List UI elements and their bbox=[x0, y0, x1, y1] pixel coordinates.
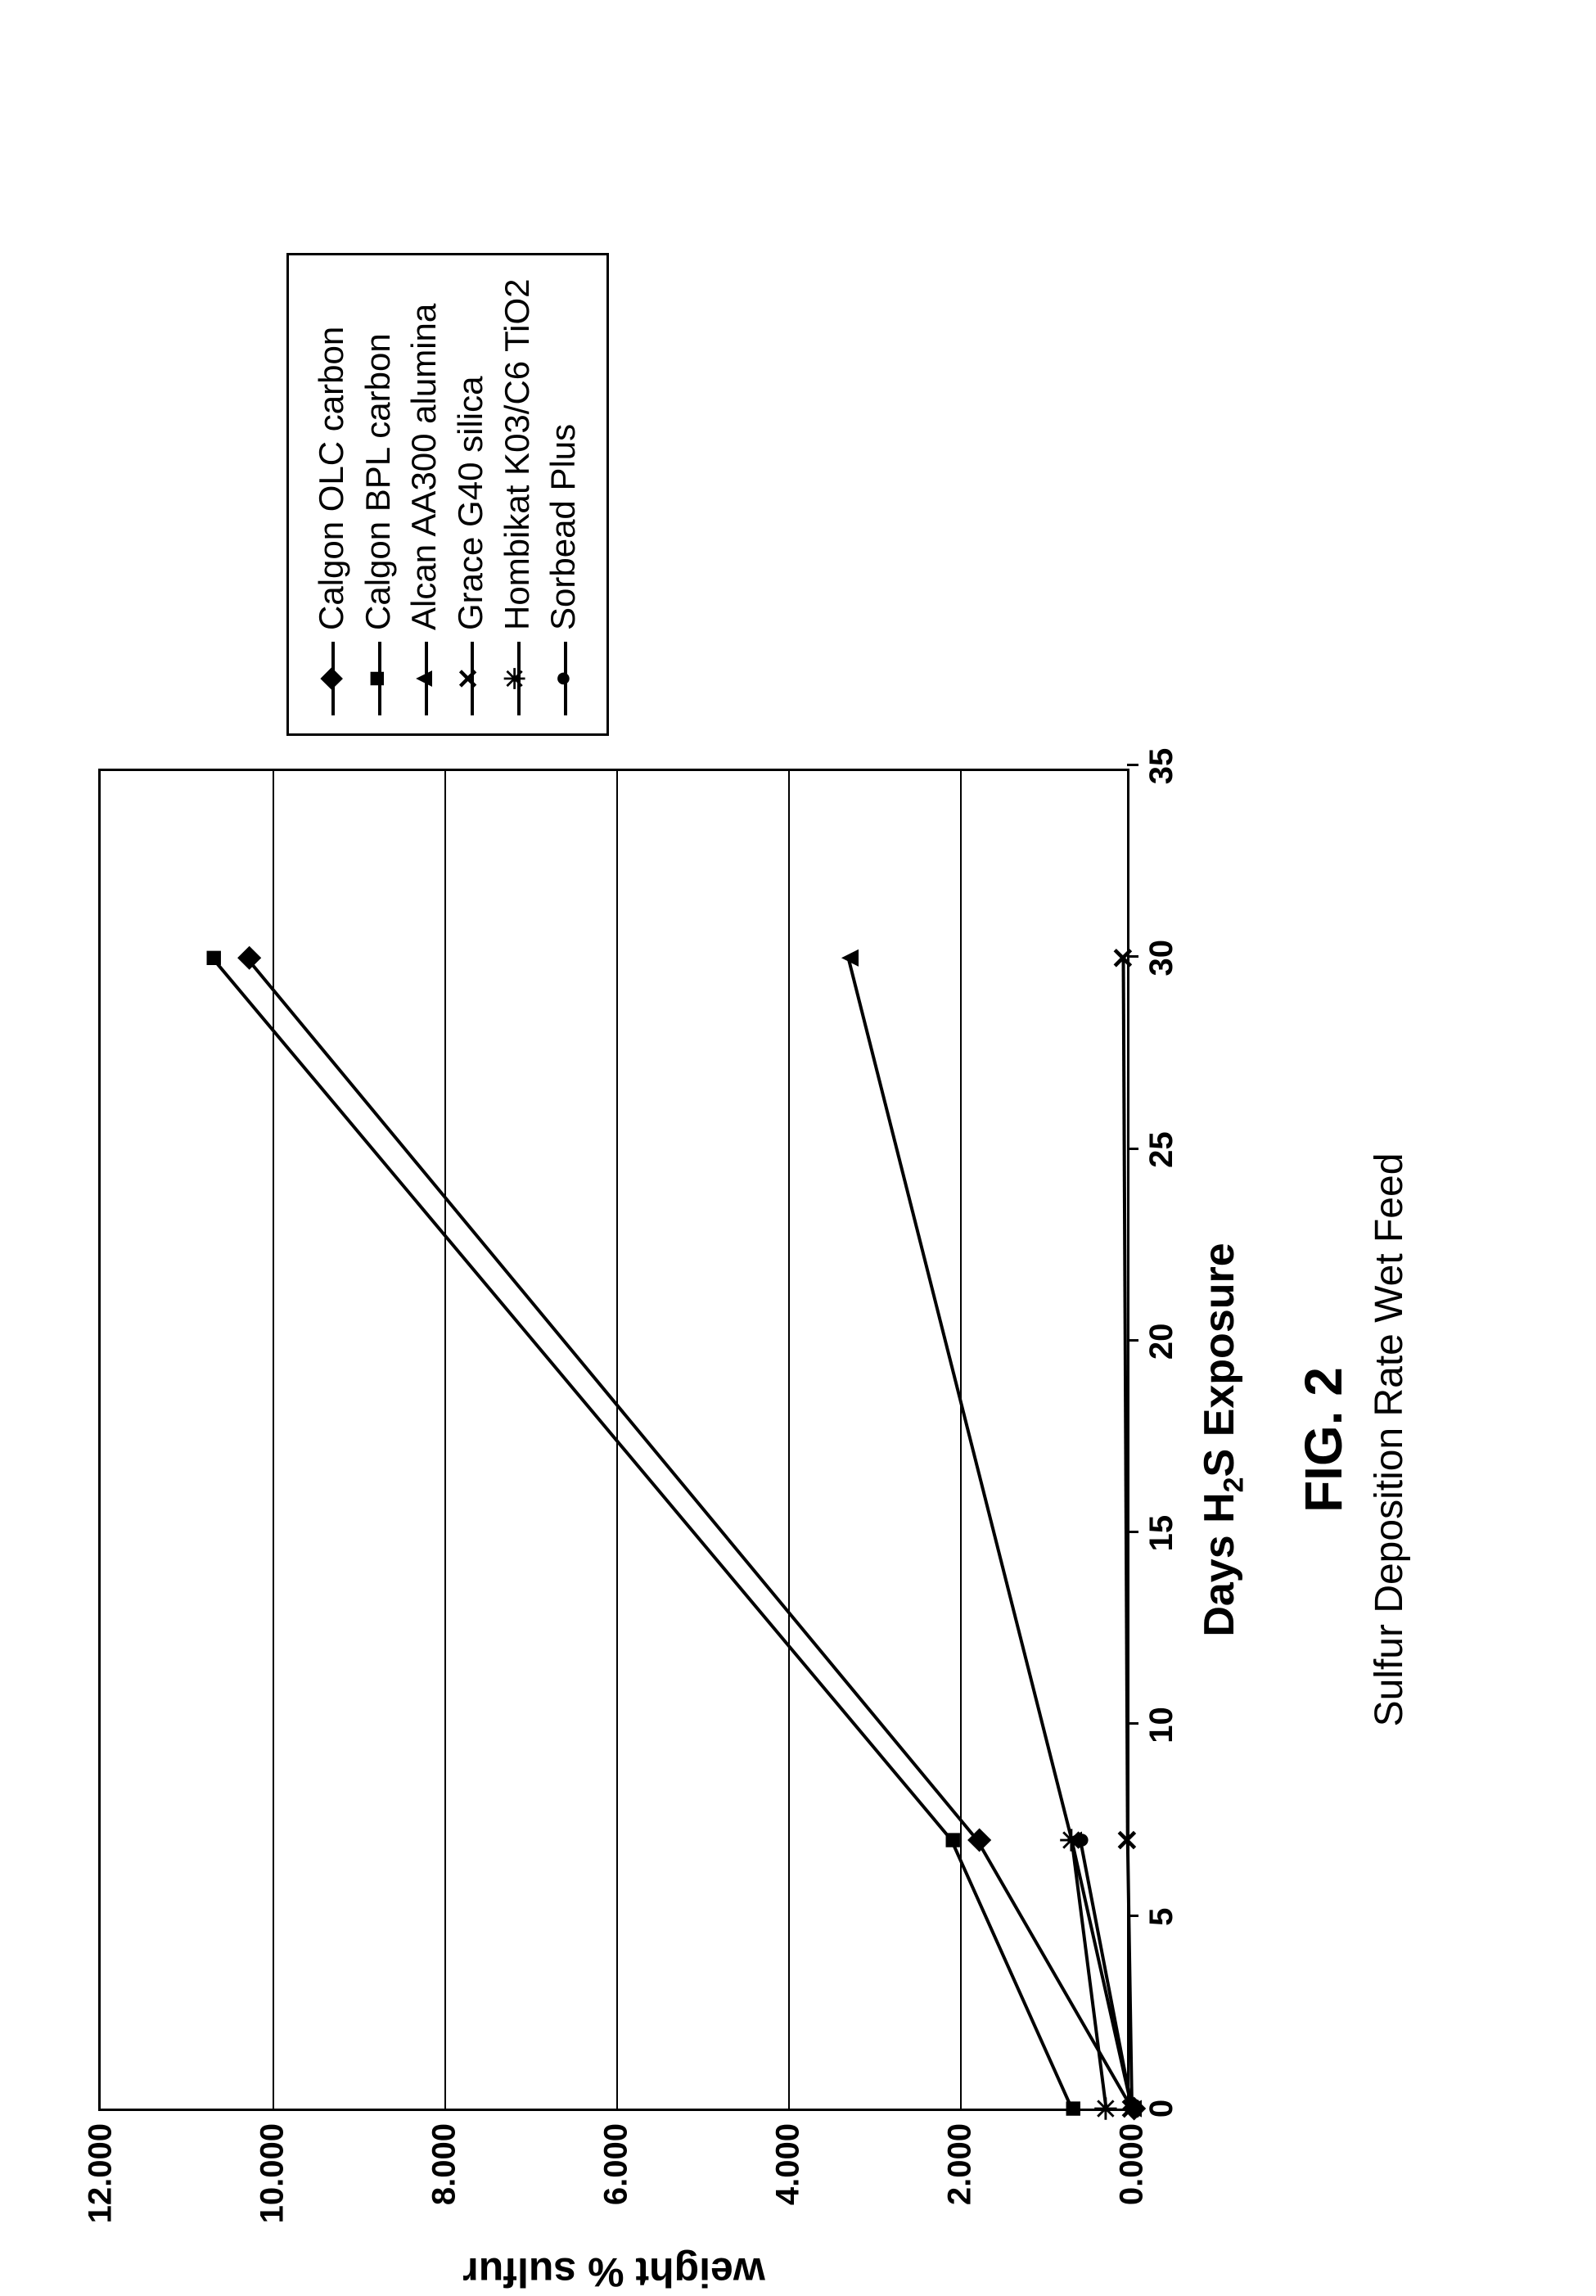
x-tick-label: 35 bbox=[1127, 748, 1180, 785]
gridline bbox=[960, 771, 962, 2109]
gridline bbox=[788, 771, 790, 2109]
legend-swatch: ▲ bbox=[410, 642, 440, 715]
gridline bbox=[273, 771, 274, 2109]
y-tick-label: 8.000 bbox=[426, 2109, 463, 2205]
legend-item: ✳ Hombikat K03/C6 TiO2 bbox=[494, 278, 541, 715]
circle-icon: ● bbox=[544, 670, 582, 688]
x-tick-label: 25 bbox=[1127, 1131, 1180, 1168]
triangle-icon: ▲ bbox=[405, 665, 443, 692]
y-tick-label: 2.000 bbox=[942, 2109, 979, 2205]
series-line bbox=[213, 958, 952, 1840]
gridline bbox=[616, 771, 618, 2109]
x-marker: ✕ bbox=[1109, 945, 1138, 970]
square-icon: ■ bbox=[358, 670, 396, 688]
x-marker: ✕ bbox=[1113, 1828, 1143, 1852]
legend-item: ▲ Alcan AA300 alumina bbox=[401, 278, 448, 715]
legend-label: Alcan AA300 alumina bbox=[401, 304, 448, 630]
legend-swatch: ✕ bbox=[456, 642, 485, 715]
diamond-marker: ◆ bbox=[232, 946, 262, 969]
legend-item: ■ Calgon BPL carbon bbox=[355, 278, 402, 715]
legend-swatch: ◆ bbox=[317, 642, 346, 715]
y-tick-label: 4.000 bbox=[770, 2109, 807, 2205]
x-axis-title: Days H2S Exposure bbox=[1195, 1243, 1250, 1636]
x-tick-label: 5 bbox=[1127, 1908, 1180, 1926]
legend-label: Sorbead Plus bbox=[540, 424, 587, 630]
plot-area: weight % sulfur 0.0002.0004.0006.0008.00… bbox=[98, 769, 1129, 2111]
legend-label: Calgon BPL carbon bbox=[355, 333, 402, 630]
legend: ◆Calgon OLC carbon■Calgon BPL carbon▲Alc… bbox=[286, 253, 609, 736]
y-tick-label: 10.000 bbox=[255, 2109, 291, 2223]
asterisk-icon: ✳ bbox=[498, 667, 535, 691]
legend-label: Calgon OLC carbon bbox=[309, 327, 355, 630]
legend-swatch: ● bbox=[549, 642, 579, 715]
legend-label: Hombikat K03/C6 TiO2 bbox=[494, 278, 541, 630]
circle-marker: ● bbox=[1066, 1831, 1095, 1849]
gridline bbox=[444, 771, 446, 2109]
x-tick-label: 20 bbox=[1127, 1324, 1180, 1360]
diamond-icon: ◆ bbox=[312, 668, 349, 689]
square-marker: ■ bbox=[1057, 2100, 1087, 2118]
legend-item: ● Sorbead Plus bbox=[540, 278, 587, 715]
y-axis-title: weight % sulfur bbox=[462, 2249, 764, 2296]
chart-area: weight % sulfur 0.0002.0004.0006.0008.00… bbox=[98, 769, 1129, 2111]
x-tick-label: 15 bbox=[1127, 1515, 1180, 1552]
square-marker: ■ bbox=[198, 949, 228, 967]
y-tick-label: 12.000 bbox=[83, 2109, 119, 2223]
legend-label: Grace G40 silica bbox=[448, 377, 494, 630]
series-line bbox=[247, 958, 978, 1840]
x-icon: ✕ bbox=[452, 667, 489, 691]
page: weight % sulfur 0.0002.0004.0006.0008.00… bbox=[0, 0, 1596, 2209]
figure-caption: Sulfur Deposition Rate Wet Feed bbox=[1367, 1153, 1412, 1727]
circle-marker: ● bbox=[1117, 2100, 1147, 2118]
x-tick-label: 10 bbox=[1127, 1707, 1180, 1743]
legend-item: ◆ Calgon OLC carbon bbox=[309, 278, 355, 715]
legend-item: ✕ Grace G40 silica bbox=[448, 278, 494, 715]
figure-label: FIG. 2 bbox=[1293, 1367, 1354, 1513]
rotated-canvas: weight % sulfur 0.0002.0004.0006.0008.00… bbox=[0, 0, 1596, 2209]
series-line bbox=[1128, 1840, 1132, 2109]
triangle-marker: ▲ bbox=[834, 943, 863, 972]
y-tick-label: 6.000 bbox=[598, 2109, 635, 2205]
legend-swatch: ■ bbox=[363, 642, 393, 715]
legend-swatch: ✳ bbox=[503, 642, 532, 715]
square-marker: ■ bbox=[937, 1831, 967, 1849]
